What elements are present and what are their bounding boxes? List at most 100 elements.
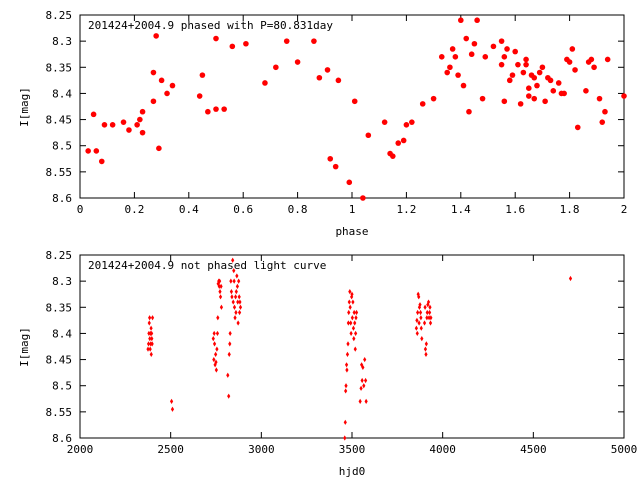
y-tick-label: 8.35 bbox=[46, 301, 73, 314]
x-tick-label: 2500 bbox=[157, 443, 184, 456]
x-tick-label: 0.2 bbox=[124, 203, 144, 216]
data-point bbox=[354, 309, 359, 316]
data-point bbox=[169, 398, 174, 404]
data-point bbox=[422, 320, 427, 326]
data-point bbox=[346, 179, 353, 186]
data-point bbox=[466, 108, 472, 115]
data-point bbox=[120, 119, 127, 125]
data-point bbox=[352, 309, 356, 316]
data-point bbox=[429, 315, 433, 321]
data-point bbox=[229, 278, 233, 284]
data-point bbox=[599, 119, 606, 125]
data-point bbox=[227, 393, 231, 399]
data-point bbox=[90, 111, 97, 118]
data-point bbox=[515, 61, 521, 68]
data-point bbox=[231, 257, 235, 263]
data-point bbox=[212, 341, 217, 347]
data-point bbox=[213, 106, 219, 112]
data-point bbox=[490, 43, 497, 50]
y-axis-label: I[mag] bbox=[18, 87, 31, 127]
x-tick-label: 0 bbox=[77, 203, 84, 216]
data-point bbox=[93, 148, 100, 154]
data-point bbox=[150, 330, 154, 337]
data-point bbox=[149, 351, 153, 357]
data-point bbox=[501, 54, 508, 60]
data-point bbox=[395, 140, 402, 146]
data-point bbox=[238, 304, 243, 310]
data-point bbox=[150, 69, 157, 76]
y-tick-label: 8.45 bbox=[46, 354, 73, 367]
data-point bbox=[438, 54, 445, 60]
y-tick-label: 8.55 bbox=[46, 406, 73, 419]
data-point bbox=[539, 64, 546, 71]
data-point bbox=[523, 56, 529, 63]
data-point bbox=[354, 315, 358, 321]
y-axis-ticks: 8.25 8.3 8.35 8.4 8.45 8.5 8.55 8.6 bbox=[46, 249, 624, 445]
data-point bbox=[235, 283, 239, 289]
x-tick-label: 1.2 bbox=[396, 203, 416, 216]
data-point bbox=[335, 77, 342, 84]
data-point bbox=[283, 38, 290, 44]
data-point bbox=[231, 299, 235, 305]
data-point bbox=[419, 325, 423, 331]
data-point bbox=[229, 43, 236, 50]
y-tick-label: 8.35 bbox=[46, 61, 73, 74]
data-point bbox=[346, 341, 350, 347]
data-point bbox=[228, 341, 232, 347]
data-point bbox=[139, 108, 146, 115]
data-point bbox=[531, 74, 538, 81]
data-point bbox=[236, 320, 240, 326]
data-point bbox=[536, 69, 543, 76]
data-point bbox=[170, 406, 175, 412]
data-point bbox=[205, 108, 211, 115]
data-point bbox=[150, 98, 157, 105]
data-point bbox=[358, 398, 362, 404]
phased-light-curve-panel: 0 0.2 0.4 0.6 0.8 1 1.2 1.4 1.6 1.8 2 8.258.38.358… bbox=[18, 9, 627, 238]
data-point bbox=[364, 377, 368, 384]
x-tick-label: 1.6 bbox=[505, 203, 525, 216]
data-point bbox=[501, 98, 508, 105]
y-tick-label: 8.6 bbox=[52, 192, 72, 205]
data-point bbox=[237, 309, 242, 316]
data-point bbox=[428, 304, 432, 310]
data-point bbox=[236, 299, 240, 305]
x-tick-label: 5000 bbox=[611, 443, 638, 456]
data-point bbox=[215, 330, 220, 337]
data-point bbox=[350, 291, 354, 297]
data-point bbox=[381, 119, 388, 125]
data-point bbox=[311, 38, 317, 44]
data-point bbox=[471, 40, 478, 47]
data-point bbox=[212, 356, 216, 363]
data-point bbox=[232, 304, 237, 310]
data-point bbox=[460, 82, 467, 89]
data-point bbox=[547, 77, 554, 84]
data-point bbox=[348, 304, 352, 310]
x-axis-ticks: 2000 2500 3000 3500 4000 4500 5000 bbox=[67, 255, 638, 456]
x-tick-label: 2 bbox=[621, 203, 628, 216]
y-tick-label: 8.6 bbox=[52, 432, 72, 445]
data-point bbox=[232, 268, 236, 274]
x-tick-label: 1.8 bbox=[560, 203, 580, 216]
data-point bbox=[156, 145, 162, 152]
data-point bbox=[147, 320, 151, 326]
data-point bbox=[569, 46, 576, 52]
x-tick-label: 1 bbox=[349, 203, 356, 216]
data-point bbox=[509, 72, 516, 78]
data-point bbox=[218, 278, 222, 284]
y-tick-label: 8.55 bbox=[46, 166, 73, 179]
y-tick-label: 8.25 bbox=[46, 9, 73, 22]
data-point bbox=[294, 59, 301, 65]
data-point bbox=[196, 93, 203, 99]
data-point bbox=[221, 106, 227, 112]
data-point bbox=[199, 72, 206, 78]
data-point bbox=[425, 309, 429, 316]
data-point bbox=[139, 129, 146, 136]
data-point bbox=[463, 35, 470, 42]
data-point bbox=[596, 95, 603, 102]
data-point bbox=[574, 124, 581, 131]
data-point bbox=[424, 351, 428, 357]
data-point bbox=[550, 88, 557, 94]
data-point bbox=[150, 336, 154, 342]
data-point bbox=[359, 385, 363, 391]
x-tick-label: 3000 bbox=[248, 443, 275, 456]
